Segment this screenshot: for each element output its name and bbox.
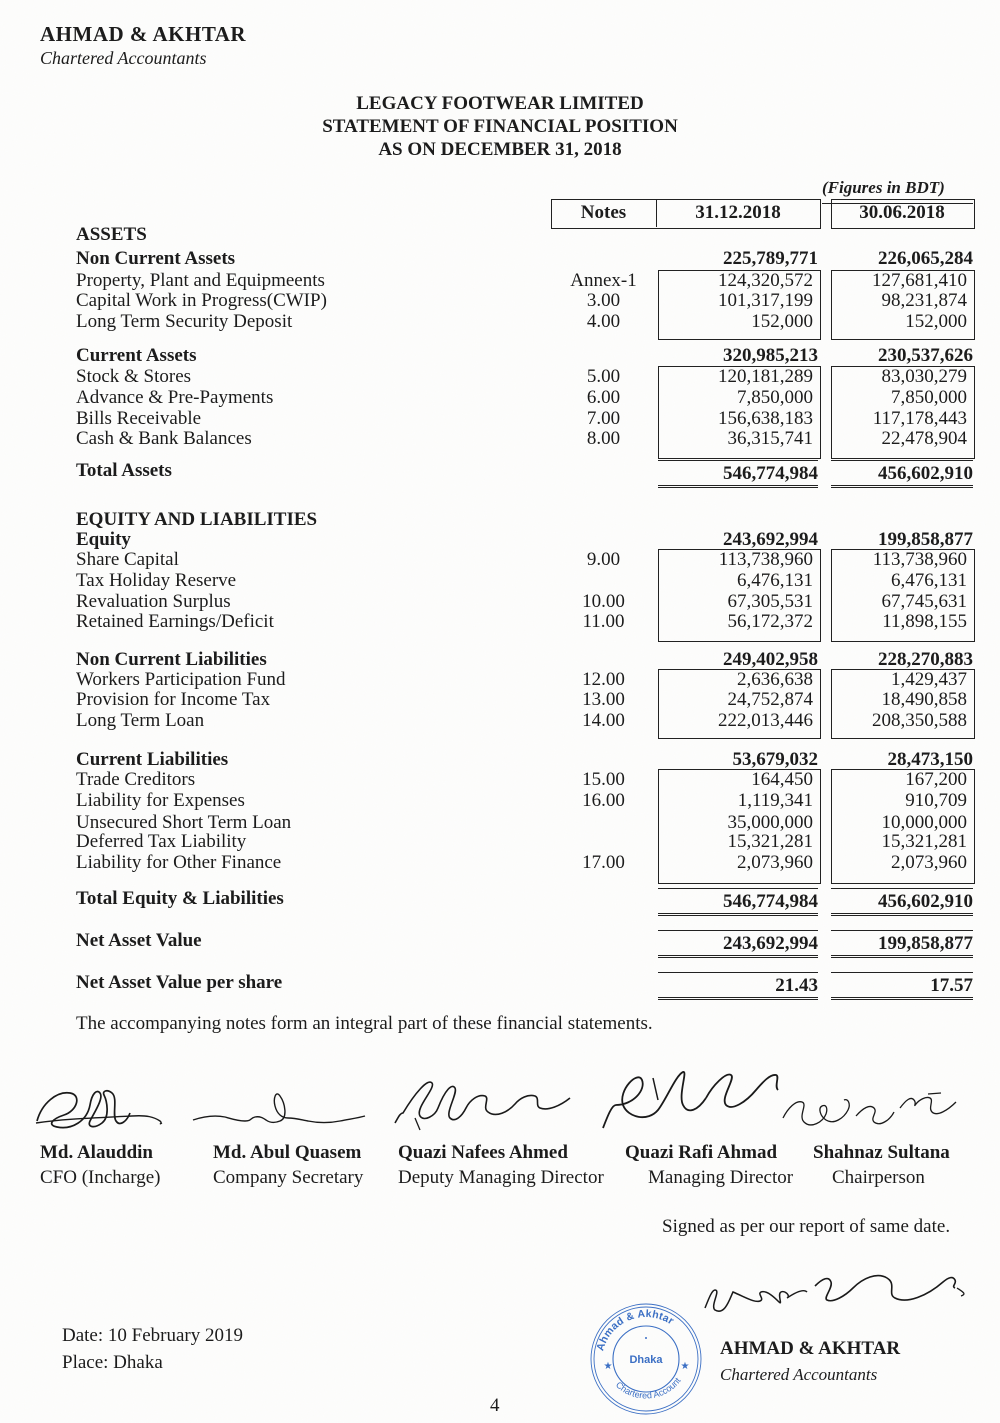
svg-text:Dhaka: Dhaka xyxy=(629,1354,663,1366)
svg-text:★: ★ xyxy=(681,1361,690,1372)
svg-text:★: ★ xyxy=(604,1361,613,1372)
svg-text:Ahmad & Akhtar: Ahmad & Akhtar xyxy=(594,1308,676,1352)
